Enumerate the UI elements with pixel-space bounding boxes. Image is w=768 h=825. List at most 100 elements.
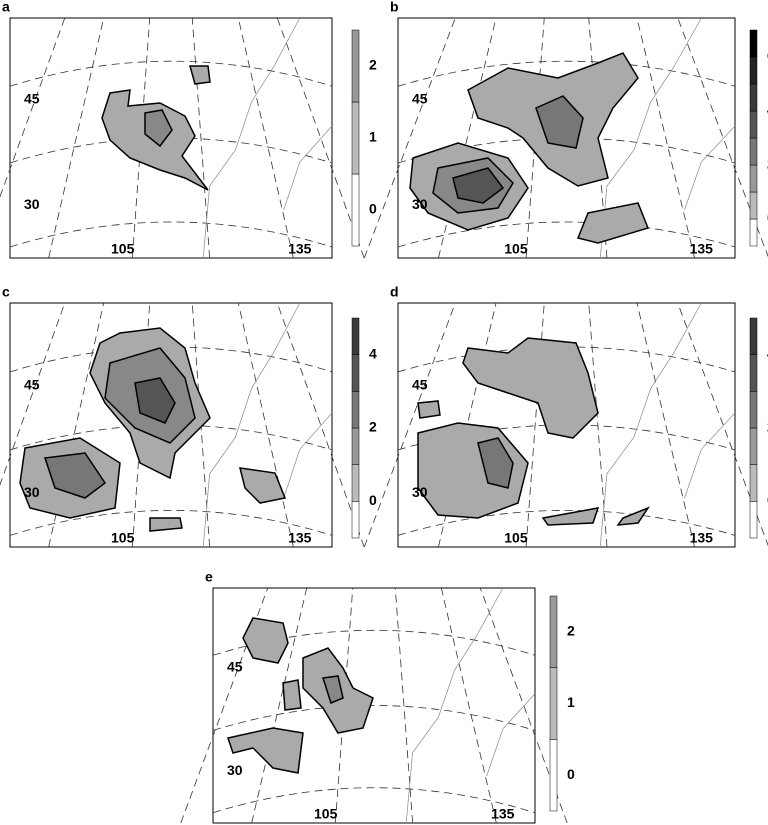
colorbar-band — [749, 83, 758, 112]
lat-label: 30 — [24, 196, 40, 212]
latitude-line — [9, 510, 333, 536]
lon-label: 135 — [690, 241, 714, 257]
longitude-line — [276, 302, 365, 548]
lon-label: 135 — [491, 806, 515, 822]
colorbar-band — [351, 173, 360, 247]
colorbar-label: 1 — [369, 129, 377, 145]
longitude-line — [440, 587, 497, 824]
panel-label: e — [205, 569, 213, 585]
colorbar-band — [749, 427, 758, 465]
colorbar-band — [749, 317, 758, 355]
contour-region — [144, 109, 173, 148]
contour-region — [242, 617, 289, 664]
lat-label: 30 — [227, 762, 243, 778]
colorbar-band — [351, 317, 360, 355]
contour-region — [227, 727, 304, 774]
contour-region — [417, 400, 441, 419]
longitude-line — [0, 302, 66, 486]
panel-label: c — [2, 284, 10, 300]
panel-label: a — [2, 0, 10, 15]
contour-region — [576, 202, 650, 244]
latitude-line — [397, 510, 736, 536]
contour-region — [535, 95, 584, 149]
colorbar-band — [749, 56, 758, 85]
longitude-line — [237, 302, 294, 548]
lon-label: 105 — [504, 530, 528, 546]
map-panel: a 45 30 105 135 — [0, 0, 365, 259]
colorbar-band — [351, 501, 360, 539]
contour-region — [149, 517, 183, 532]
colorbar-band — [351, 101, 360, 175]
contour-region — [134, 377, 176, 424]
contour-region — [239, 467, 287, 504]
colorbar-label: 0 — [567, 766, 575, 782]
coastline — [405, 587, 536, 824]
longitude-line — [0, 17, 66, 198]
colorbar-band — [351, 354, 360, 392]
colorbar-band — [749, 501, 758, 539]
longitude-line — [251, 587, 308, 824]
lat-label: 45 — [227, 659, 243, 675]
colorbar-label: 2 — [567, 623, 575, 639]
contour-region — [189, 65, 211, 85]
lat-label: 30 — [412, 484, 428, 500]
colorbar-band — [749, 464, 758, 502]
coastline — [599, 302, 736, 548]
panel-label: d — [390, 284, 399, 300]
longitude-line — [48, 17, 105, 259]
contour-region — [616, 506, 650, 526]
colorbar-label: 1 — [567, 694, 575, 710]
colorbar-label: 0 — [369, 492, 377, 508]
colorbar-label: 2 — [369, 419, 377, 435]
lat-label: 45 — [24, 90, 40, 106]
coastline — [599, 17, 736, 259]
longitude-line — [636, 302, 695, 548]
longitude-line — [363, 302, 456, 548]
longitude-line — [525, 302, 545, 548]
longitude-line — [276, 17, 365, 259]
latitude-line — [9, 60, 333, 87]
longitude-line — [636, 17, 695, 259]
colorbar-band — [351, 391, 360, 429]
colorbar-band — [549, 667, 558, 740]
map-panel: c 45 30 105 135 — [0, 284, 365, 548]
colorbar-band — [749, 191, 758, 220]
map-panel: e 45 30 105 135 — [180, 569, 568, 824]
colorbar-band — [351, 29, 360, 103]
lat-label: 30 — [412, 196, 428, 212]
contour-region — [322, 675, 344, 705]
lon-label: 135 — [690, 530, 714, 546]
contour-region — [282, 679, 302, 711]
lat-label: 30 — [24, 484, 40, 500]
contour-region — [541, 507, 600, 526]
map-panel: d 45 30 105 135 — [363, 284, 768, 548]
colorbar-band — [549, 739, 558, 812]
colorbar-band — [549, 595, 558, 668]
colorbar-band — [351, 464, 360, 502]
colorbar-label: 0 — [369, 201, 377, 217]
latitude-line — [212, 705, 536, 731]
latitude-line — [397, 60, 736, 87]
panel-label: b — [390, 0, 399, 15]
latitude-line — [9, 221, 333, 248]
colorbar-band — [749, 354, 758, 392]
colorbar-label: 2 — [369, 57, 377, 73]
colorbar-band — [749, 29, 758, 58]
lon-label: 135 — [288, 241, 312, 257]
lon-label: 105 — [314, 806, 338, 822]
lon-label: 105 — [504, 241, 528, 257]
longitude-line — [363, 17, 456, 259]
contour-region — [452, 167, 505, 204]
lat-label: 45 — [24, 377, 40, 393]
lat-label: 45 — [412, 90, 428, 106]
colorbar-band — [749, 164, 758, 193]
contour-region — [43, 452, 107, 499]
colorbar-label: 4 — [369, 345, 377, 361]
colorbar-band — [749, 137, 758, 166]
lat-label: 45 — [412, 377, 428, 393]
lon-label: 105 — [111, 241, 135, 257]
map-panel: b 45 30 105 135 — [363, 0, 768, 259]
lon-label: 135 — [288, 530, 312, 546]
